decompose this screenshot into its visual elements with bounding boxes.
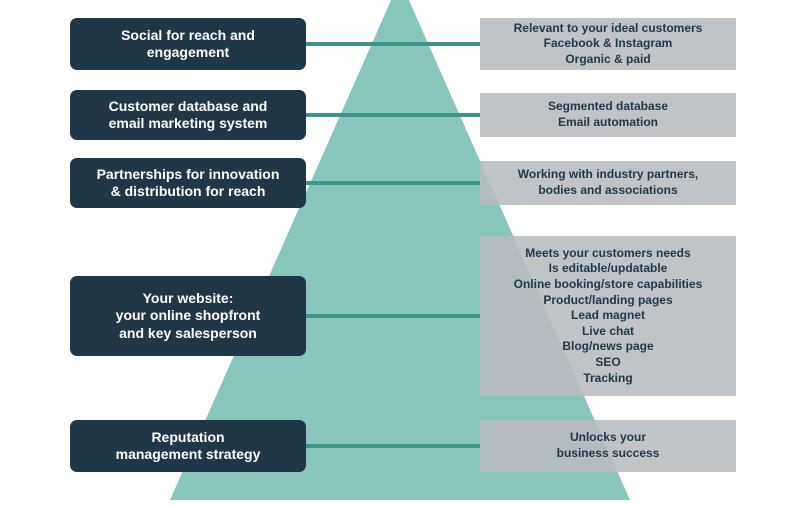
right-box-database: Segmented databaseEmail automation — [480, 93, 736, 137]
left-text-website-line: Your website: — [143, 290, 234, 308]
connector-database — [306, 113, 480, 117]
right-text-website-line: Meets your customers needs — [525, 246, 690, 262]
left-text-website-line: your online shopfront — [116, 307, 261, 325]
left-text-social-line: Social for reach and — [121, 27, 255, 45]
right-box-social: Relevant to your ideal customersFacebook… — [480, 18, 736, 70]
connector-reputation — [306, 444, 480, 448]
right-text-reputation-line: business success — [557, 446, 660, 462]
right-text-website-line: Online booking/store capabilities — [514, 277, 703, 293]
left-box-website: Your website:your online shopfrontand ke… — [70, 276, 306, 356]
left-text-database-line: email marketing system — [109, 115, 268, 133]
left-text-social-line: engagement — [147, 44, 229, 62]
left-text-reputation-line: Reputation — [151, 429, 224, 447]
right-text-social-line: Relevant to your ideal customers — [514, 21, 703, 37]
connector-partnerships — [306, 181, 480, 185]
right-text-website-line: SEO — [595, 355, 620, 371]
left-box-partnerships: Partnerships for innovation& distributio… — [70, 158, 306, 208]
right-text-partnerships-line: Working with industry partners, — [518, 167, 698, 183]
left-text-reputation-line: management strategy — [116, 446, 261, 464]
right-text-website-line: Blog/news page — [562, 339, 653, 355]
right-text-website-line: Tracking — [583, 371, 632, 387]
right-text-social-line: Facebook & Instagram — [544, 36, 673, 52]
right-box-partnerships: Working with industry partners,bodies an… — [480, 161, 736, 205]
right-text-reputation-line: Unlocks your — [570, 430, 646, 446]
right-text-website-line: Lead magnet — [571, 308, 645, 324]
left-text-website-line: and key salesperson — [119, 325, 257, 343]
right-box-reputation: Unlocks yourbusiness success — [480, 420, 736, 472]
connector-social — [306, 42, 480, 46]
left-box-social: Social for reach andengagement — [70, 18, 306, 70]
right-text-website-line: Is editable/updatable — [549, 261, 668, 277]
left-text-partnerships-line: Partnerships for innovation — [97, 166, 280, 184]
right-text-partnerships-line: bodies and associations — [538, 183, 677, 199]
left-box-database: Customer database andemail marketing sys… — [70, 90, 306, 140]
right-text-database-line: Segmented database — [548, 99, 668, 115]
right-text-social-line: Organic & paid — [565, 52, 650, 68]
rows-container: Social for reach andengagement Relevant t… — [0, 0, 800, 500]
right-text-website-line: Product/landing pages — [543, 293, 672, 309]
right-text-website-line: Live chat — [582, 324, 634, 340]
right-box-website: Meets your customers needsIs editable/up… — [480, 236, 736, 396]
connector-website — [306, 314, 480, 318]
right-text-database-line: Email automation — [558, 115, 658, 131]
left-text-database-line: Customer database and — [109, 98, 268, 116]
left-box-reputation: Reputationmanagement strategy — [70, 420, 306, 472]
left-text-partnerships-line: & distribution for reach — [111, 183, 266, 201]
